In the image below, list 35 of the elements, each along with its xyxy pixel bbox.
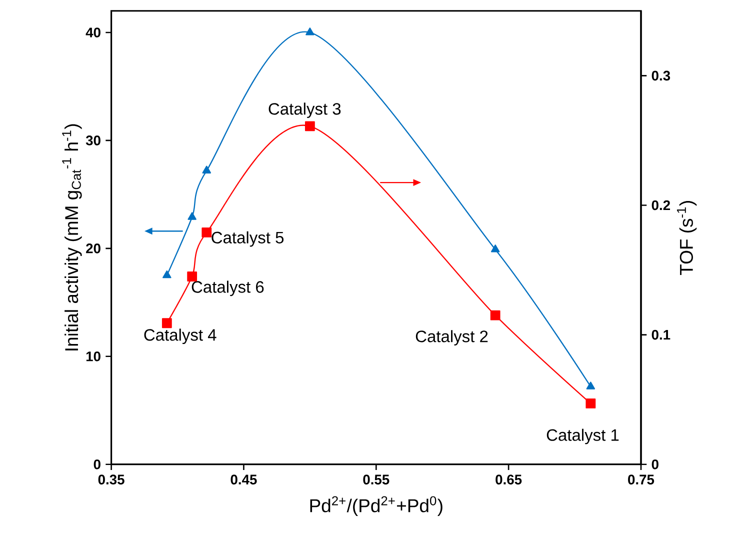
y-tick-label: 0 [94,460,100,470]
x-tick-label: 0.65 [496,474,522,485]
y2-tick-label: 0.1 [652,330,670,340]
x-tick-label: 0.55 [363,474,390,485]
annotation: Catalyst 2 [416,330,488,346]
point [187,272,198,282]
y2-tick-label: 0 [652,460,658,470]
point [188,212,196,220]
y2-tick-label: 0.3 [652,70,670,81]
point [586,382,596,390]
point [162,270,172,278]
y-tick-label: 20 [86,244,100,254]
x-tick-label: 0.75 [628,474,654,485]
point [490,244,500,252]
annotation: Catalyst 5 [212,232,284,247]
y-tick-label: 40 [86,28,100,38]
annotation: Catalyst 6 [192,280,264,296]
point [490,310,500,321]
point [586,398,596,409]
x-tick-label: 0.45 [230,474,257,485]
point [202,228,212,238]
annotation: Catalyst 4 [144,328,216,344]
point [304,121,315,132]
point [202,166,212,174]
point [162,318,172,328]
y2-tick-label: 0.2 [652,200,670,210]
x-axis-title: Pd$^{2+}$/(Pd$^{2+}$+Pd$^{0}$) [310,496,442,516]
annotation: Catalyst 1 [546,429,619,444]
x-tick-label: 0.35 [98,474,124,485]
y-axis-title: Initial activity (mM g$_{Cat}$$^{-1}$ h$^{-1}$) [62,124,82,351]
y2-axis-title: TOF (s$^{-1}$) [676,201,697,276]
annotation: Catalyst 3 [268,102,341,118]
point [306,28,314,36]
y-tick-label: 30 [86,136,100,146]
y-tick-label: 10 [86,352,100,362]
